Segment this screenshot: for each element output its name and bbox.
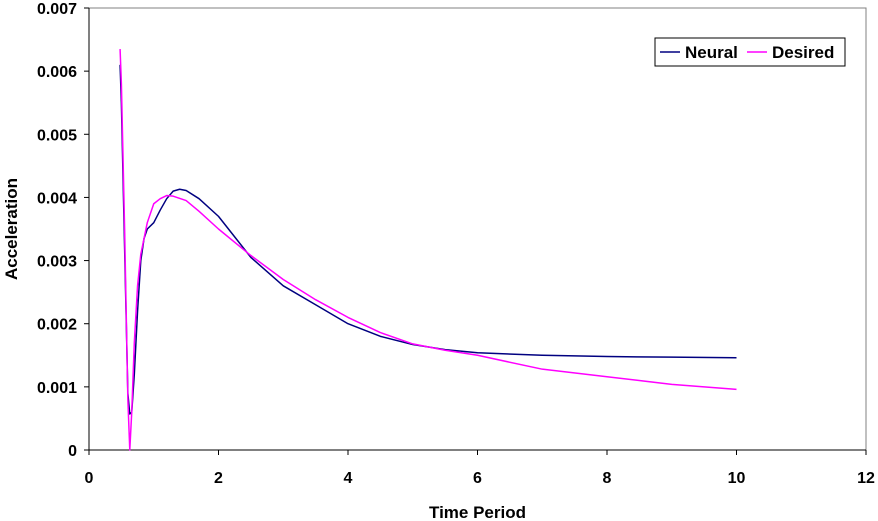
plot-area (88, 7, 867, 451)
x-tick-label: 12 (857, 470, 875, 487)
y-tick-label: 0.001 (37, 380, 77, 397)
series-layer (119, 49, 737, 451)
y-tick-label: 0.002 (37, 317, 77, 334)
y-tick-label: 0.003 (37, 254, 77, 271)
x-tick-label: 8 (603, 470, 612, 487)
y-tick-label: 0.004 (37, 190, 77, 207)
plot-border (88, 7, 867, 451)
x-tick-label: 6 (473, 470, 482, 487)
legend: Neural Desired (654, 37, 846, 67)
legend-label-desired: Desired (772, 43, 834, 62)
x-tick-label: 10 (728, 470, 746, 487)
legend-label-neural: Neural (685, 43, 738, 62)
y-tick-label: 0.005 (37, 127, 77, 144)
axes: 0 2 4 6 8 10 12 0 0.001 0.002 0.003 0.004 0.005 0.006… (37, 1, 875, 487)
y-tick-label: 0 (68, 443, 77, 460)
x-tick-label: 4 (344, 470, 353, 487)
y-tick-label: 0.007 (37, 1, 77, 18)
y-tick-label: 0.006 (37, 64, 77, 81)
y-axis-title: Acceleration (2, 178, 21, 280)
x-tick-label: 2 (214, 470, 223, 487)
x-tick-label: 0 (85, 470, 94, 487)
x-axis-title: Time Period (429, 503, 526, 521)
series-line-desired (119, 49, 737, 451)
